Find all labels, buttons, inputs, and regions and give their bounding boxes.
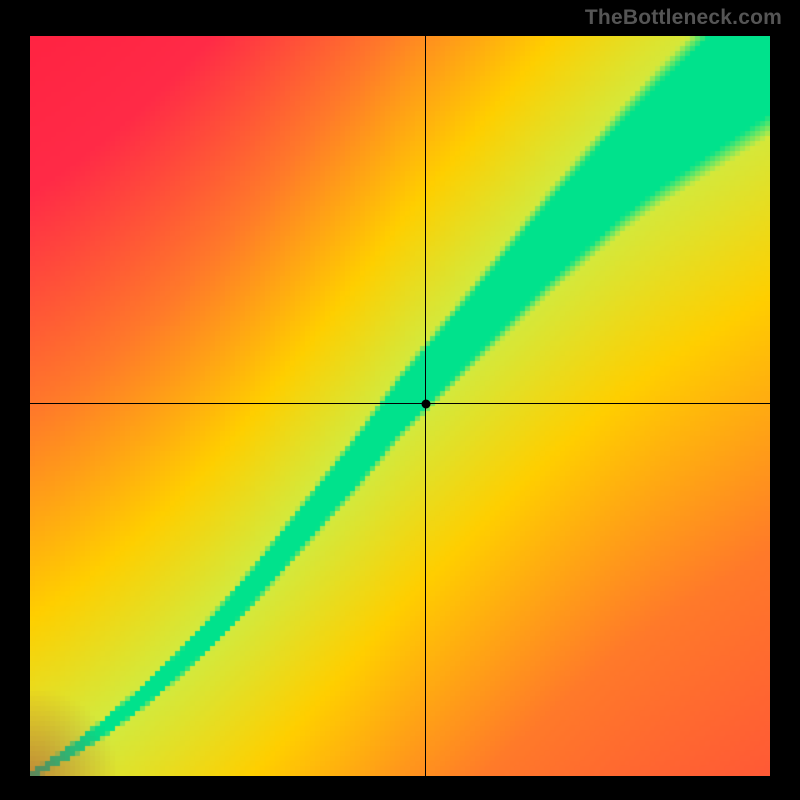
heatmap-canvas [30,36,770,776]
crosshair-marker [421,399,430,408]
watermark-text: TheBottleneck.com [585,6,782,30]
plot-frame [30,36,770,776]
crosshair-horizontal [30,403,770,404]
chart-container: TheBottleneck.com [0,0,800,800]
